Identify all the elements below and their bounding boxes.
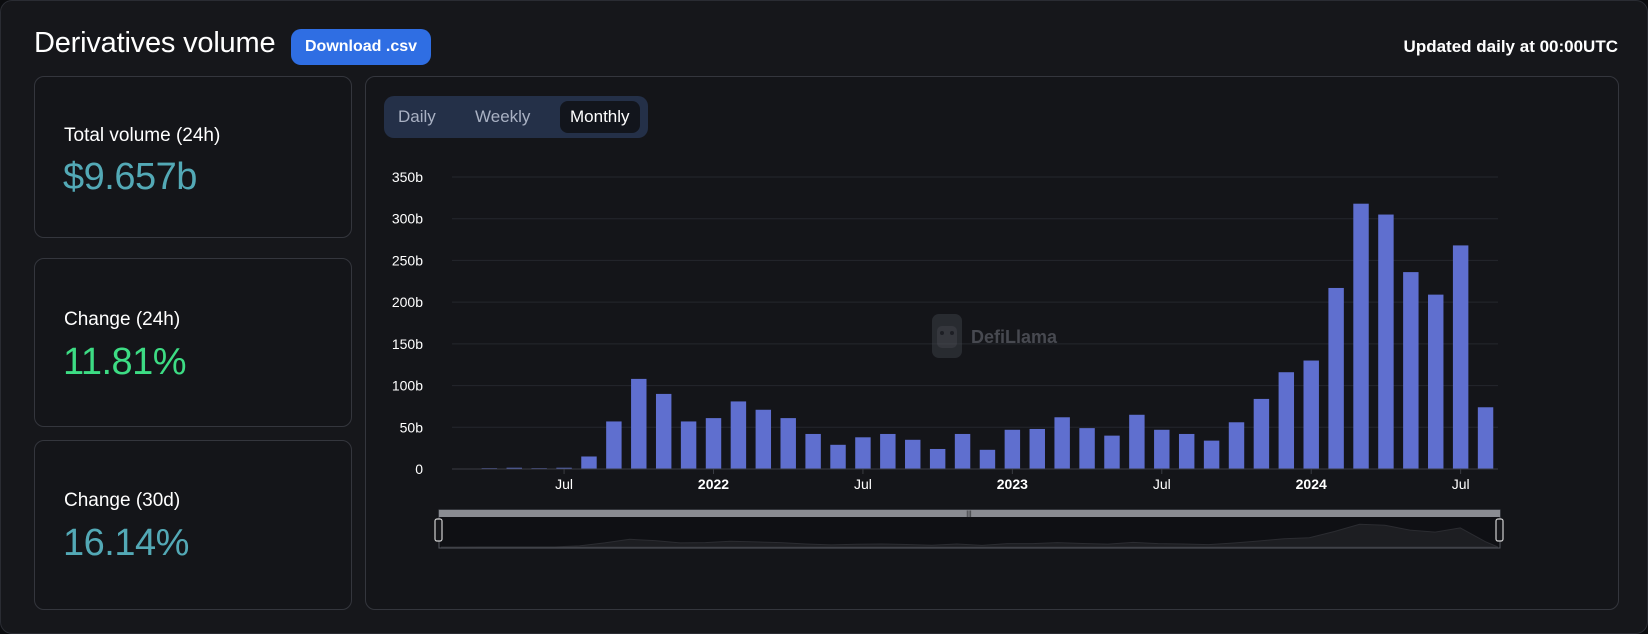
bar-2024-01[interactable] xyxy=(1303,360,1319,469)
tab-weekly[interactable]: Weekly xyxy=(475,107,531,126)
bar-2024-03[interactable] xyxy=(1353,203,1369,469)
y-tick-label: 250b xyxy=(392,252,423,268)
stat-label: Change (24h) xyxy=(64,309,181,330)
zoom-slider-range-bar[interactable] xyxy=(439,510,1500,517)
bar-2022-09[interactable] xyxy=(905,439,921,469)
x-tick-label: Jul xyxy=(1452,476,1470,492)
grip-icon: ||| xyxy=(966,511,972,518)
bar-2021-12[interactable] xyxy=(680,421,697,469)
stat-card-total-volume: Total volume (24h) $9.657b xyxy=(34,76,352,238)
bar-2023-07[interactable] xyxy=(1154,429,1170,469)
bar-2022-01[interactable] xyxy=(705,418,722,469)
bar-2023-12[interactable] xyxy=(1278,372,1295,469)
watermark-text: DefiLlama xyxy=(971,327,1058,347)
bar-2024-05[interactable] xyxy=(1403,272,1419,469)
x-tick-label: 2024 xyxy=(1296,476,1327,492)
bar-2022-07[interactable] xyxy=(855,437,871,469)
bar-2024-06[interactable] xyxy=(1428,294,1444,469)
y-tick-label: 300b xyxy=(392,211,423,227)
tab-monthly[interactable]: Monthly xyxy=(560,101,640,133)
chart-card: Daily Weekly Monthly 0 50b 100b 150b 200b 250… xyxy=(365,76,1619,610)
bar-2023-08[interactable] xyxy=(1178,433,1195,469)
bar-2024-07[interactable] xyxy=(1452,245,1469,469)
bar-2023-03[interactable] xyxy=(1054,417,1070,469)
bar-2021-08[interactable] xyxy=(581,456,597,469)
bar-2024-08[interactable] xyxy=(1477,407,1494,469)
stat-label: Change (30d) xyxy=(64,490,181,511)
bar-2021-09[interactable] xyxy=(606,421,622,469)
bar-2023-09[interactable] xyxy=(1203,440,1220,469)
zoom-handle-left[interactable] xyxy=(434,518,443,542)
bar-2023-06[interactable] xyxy=(1129,414,1145,469)
stat-card-change-30d: Change (30d) 16.14% xyxy=(34,440,352,610)
bar-2021-11[interactable] xyxy=(655,393,672,469)
bar-2022-06[interactable] xyxy=(830,444,846,469)
bar-2022-08[interactable] xyxy=(880,433,896,469)
bar-2022-03[interactable] xyxy=(755,409,772,469)
y-tick-label: 350b xyxy=(392,169,423,185)
zoom-slider[interactable]: ||| xyxy=(434,509,1504,549)
x-tick-label: Jul xyxy=(555,476,573,492)
bar-2021-05[interactable] xyxy=(506,467,522,469)
bar-2022-05[interactable] xyxy=(805,433,821,469)
y-tick-label: 100b xyxy=(392,378,423,394)
grid-lines xyxy=(452,176,1498,428)
bar-2024-02[interactable] xyxy=(1328,287,1344,469)
zoom-slider-preview xyxy=(441,523,1499,548)
bar-2022-10[interactable] xyxy=(929,448,946,469)
zoom-handle-right[interactable] xyxy=(1495,518,1504,542)
bar-2023-04[interactable] xyxy=(1079,428,1095,469)
bar-2022-12[interactable] xyxy=(979,449,996,469)
page-title: Derivatives volume xyxy=(34,27,276,59)
bar-2023-05[interactable] xyxy=(1104,435,1120,469)
bar-2021-07[interactable] xyxy=(556,467,572,469)
download-csv-button[interactable]: Download .csv xyxy=(291,29,432,65)
y-axis-ticks: 0 50b 100b 150b 200b 250b 300b 350b xyxy=(392,169,423,477)
y-tick-label: 0 xyxy=(415,461,423,477)
y-tick-label: 150b xyxy=(392,336,423,352)
stat-card-change-24h: Change (24h) 11.81% xyxy=(34,258,352,427)
bar-2023-01[interactable] xyxy=(1004,429,1021,469)
bar-2023-10[interactable] xyxy=(1228,422,1245,469)
bar-2021-10[interactable] xyxy=(631,378,647,469)
x-tick-label: 2022 xyxy=(698,476,729,492)
bars xyxy=(456,203,1494,470)
bar-2024-04[interactable] xyxy=(1378,214,1394,469)
x-tick-label: Jul xyxy=(1153,476,1171,492)
stat-value: $9.657b xyxy=(63,156,197,198)
x-tick-label: 2023 xyxy=(997,476,1028,492)
bar-2022-04[interactable] xyxy=(780,418,796,469)
period-toggle-group: Daily Weekly Monthly xyxy=(384,96,648,138)
bar-2022-11[interactable] xyxy=(954,433,971,469)
y-tick-label: 200b xyxy=(392,294,423,310)
volume-bar-chart: 0 50b 100b 150b 200b 250b 300b 350b DefiLlama J… xyxy=(392,169,1504,549)
bar-2023-11[interactable] xyxy=(1253,398,1270,469)
bar-2023-02[interactable] xyxy=(1029,428,1045,469)
x-axis-ticks: Jul 2022 Jul 2023 Jul 2024 Jul xyxy=(555,469,1470,492)
update-schedule-note: Updated daily at 00:00UTC xyxy=(1403,37,1618,56)
bar-2022-02[interactable] xyxy=(730,401,747,469)
defillama-watermark: DefiLlama xyxy=(932,314,1058,358)
x-tick-label: Jul xyxy=(854,476,872,492)
y-tick-label: 50b xyxy=(400,419,424,435)
stat-value: 11.81% xyxy=(63,341,187,383)
stat-label: Total volume (24h) xyxy=(64,125,221,146)
llama-logo-icon xyxy=(932,314,962,358)
tab-daily[interactable]: Daily xyxy=(398,107,436,126)
stat-value: 16.14% xyxy=(63,522,189,564)
